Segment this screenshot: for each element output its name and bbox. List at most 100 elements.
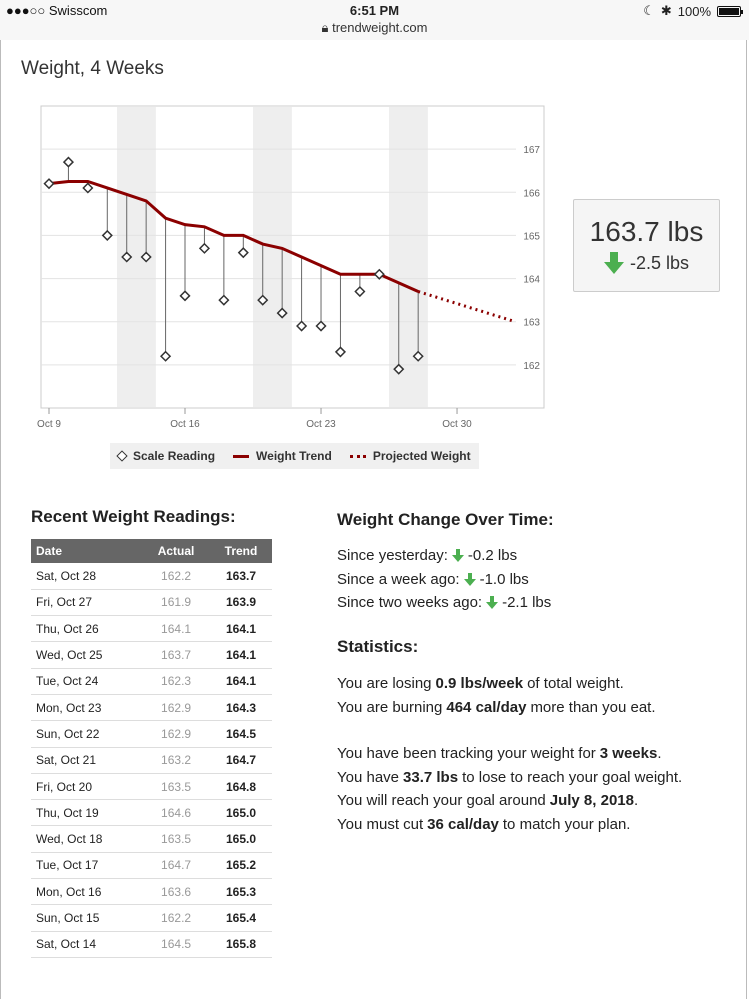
cell-trend: 165.0 [209,799,272,827]
battery-icon [717,5,743,17]
stat-losing: You are losing 0.9 lbs/week of total weigh… [337,675,624,693]
dotted-line-icon [349,454,366,458]
down-arrow-icon [603,252,624,274]
battery-percent: 100% [677,3,711,19]
change-item: Since two weeks ago: -2.1 lbs [337,591,551,615]
cell-date: Sun, Oct 22 [31,720,143,748]
cell-trend: 164.1 [209,668,272,695]
cell-date: Fri, Oct 27 [31,589,143,617]
scale-reading-point [121,251,133,263]
scale-reading-point [160,350,172,362]
cell-date: Tue, Oct 17 [31,852,143,880]
change-label: Since yesterday: [337,547,448,565]
change-label: Since two weeks ago: [337,594,483,612]
table-row: Fri, Oct 20 163.5 164.8 [31,773,272,801]
statistics-goal: You have been tracking your weight for 3 … [337,742,682,836]
table-row: Mon, Oct 23 162.9 164.3 [31,694,272,722]
chart-legend: Scale Reading Weight Trend Projected Wei… [110,443,479,469]
cell-actual: 163.6 [142,878,210,906]
status-bar: ●●●○○ Swisscom 6:51 PM ☾ ✱ 100% 🔒︎ trend… [0,0,749,40]
table-row: Thu, Oct 26 164.1 164.1 [31,615,272,643]
scale-reading-point [198,242,211,254]
stat-tracking: You have been tracking your weight for 3 … [337,745,662,763]
weight-chart: 162 163 164 165 166 167 Oct 9 Oct 16 Oct 23 Oct 3… [37,105,545,430]
address-bar[interactable]: 🔒︎ trendweight.com [0,20,749,36]
header-trend: Trend [209,539,272,563]
cell-date: Wed, Oct 25 [31,641,143,669]
down-arrow-icon [451,549,464,563]
y-tick-label: 165 [523,231,540,242]
scale-reading-point [101,229,113,241]
scale-reading-point [393,363,405,375]
status-time: 6:51 PM [349,3,400,18]
change-item: Since a week ago: -1.0 lbs [337,568,551,592]
weekend-band [253,107,292,407]
readings-title: Recent Weight Readings: [31,507,236,526]
cell-actual: 162.9 [142,694,210,722]
scale-reading-point [140,251,152,263]
cell-date: Thu, Oct 26 [31,615,143,643]
y-tick-label: 164 [523,275,540,286]
stat-reach: You will reach your goal around July 8, 2… [337,792,639,810]
cell-actual: 164.7 [142,852,210,880]
lock-icon: 🔒︎ [321,20,329,35]
x-tick-label: Oct 16 [170,419,200,430]
weight-change-value: -2.5 lbs [629,252,690,273]
scale-reading-point [237,247,249,259]
cell-trend: 165.2 [209,852,272,880]
y-tick-label: 162 [523,361,540,372]
table-row: Fri, Oct 27 161.9 163.9 [31,589,272,617]
legend-label: Weight Trend [256,449,332,463]
cell-actual: 162.2 [142,904,210,932]
page-title: Weight, 4 Weeks [21,58,164,79]
change-title: Weight Change Over Time: [337,510,554,529]
legend-weight-trend[interactable]: Weight Trend [233,449,332,463]
scale-reading-point [179,290,191,302]
cell-actual: 163.5 [142,825,210,853]
table-row: Sun, Oct 22 162.9 164.5 [31,720,272,748]
table-row: Tue, Oct 17 164.7 165.2 [31,852,272,880]
down-arrow-icon [463,572,476,586]
cell-trend: 165.4 [209,904,272,932]
cell-actual: 161.9 [142,589,210,617]
legend-scale-reading[interactable]: Scale Reading [116,449,215,463]
cell-trend: 163.9 [209,589,272,617]
scale-reading-point [334,346,347,358]
cell-actual: 163.2 [142,747,210,774]
legend-projected-weight[interactable]: Projected Weight [349,449,471,463]
header-date: Date [31,539,143,563]
cell-trend: 164.1 [209,615,272,643]
scale-reading-point [62,156,74,168]
table-header-row: Date Actual Trend [31,539,272,563]
cell-date: Mon, Oct 23 [31,694,143,722]
cell-date: Sat, Oct 21 [31,747,143,774]
table-row: Sat, Oct 28 162.2 163.7 [31,563,272,590]
cell-actual: 164.5 [142,931,210,958]
cell-trend: 164.8 [209,773,272,801]
cell-trend: 165.3 [209,878,272,906]
change-label: Since a week ago: [337,570,460,588]
table-row: Sat, Oct 21 163.2 164.7 [31,747,272,774]
x-tick-label: Oct 9 [37,419,61,430]
moon-icon: ☾ [643,3,655,18]
cell-actual: 163.7 [142,641,210,669]
stat-cut: You must cut 36 cal/day to match your plan… [337,815,631,833]
cell-actual: 162.3 [142,668,210,695]
line-icon [233,454,250,458]
table-row: Tue, Oct 24 162.3 164.1 [31,668,272,695]
scale-reading-point [257,294,269,306]
cell-date: Sat, Oct 14 [31,931,143,958]
cell-trend: 164.3 [209,694,272,722]
diamond-icon [116,450,128,462]
cell-date: Thu, Oct 19 [31,799,143,827]
y-tick-label: 163 [523,318,540,329]
bluetooth-icon: ✱ [660,3,672,18]
x-tick-label: Oct 30 [442,419,472,430]
current-weight-box: 163.7 lbs -2.5 lbs [573,199,720,292]
cell-actual: 162.9 [142,720,210,748]
page: Weight, 4 Weeks 162 163 164 165 166 167 Oct 9 O… [0,40,749,999]
cell-actual: 164.1 [142,615,210,643]
legend-label: Projected Weight [372,449,471,463]
statistics-rate: You are losing 0.9 lbs/week of total weigh… [337,672,656,719]
current-weight: 163.7 lbs [589,216,704,247]
